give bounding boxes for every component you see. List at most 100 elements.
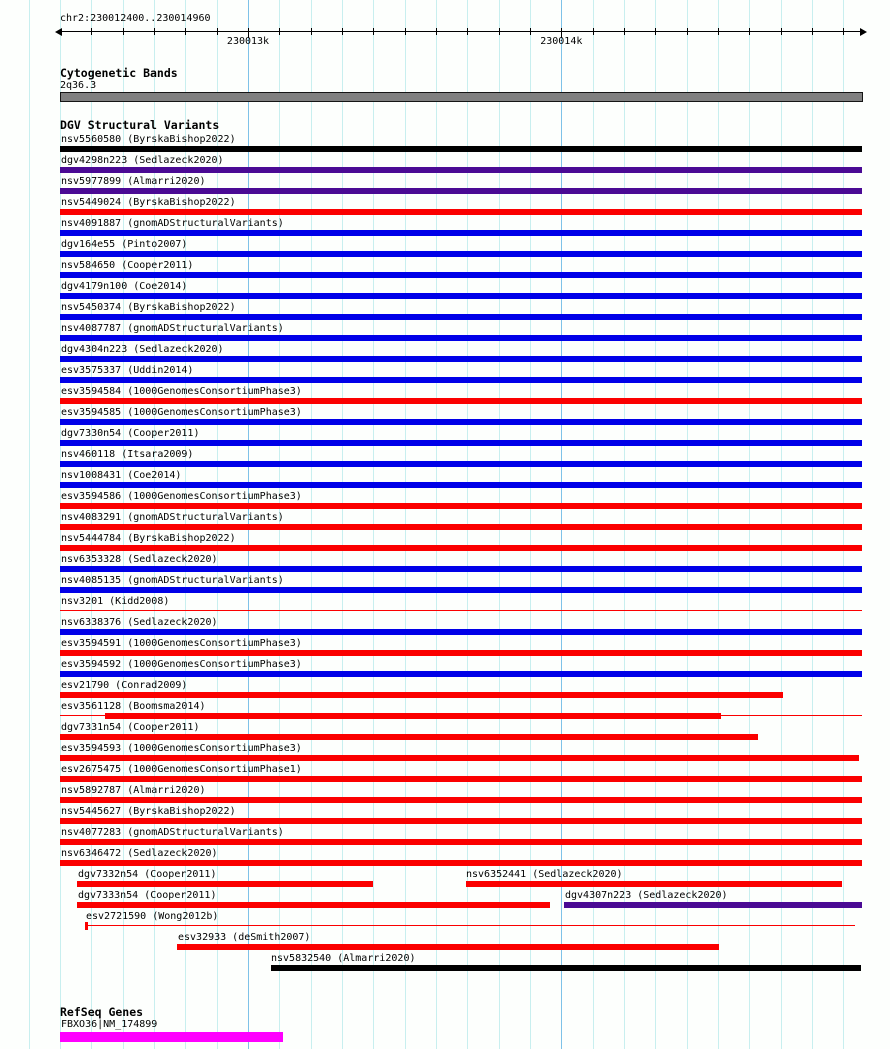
variant-bar[interactable] xyxy=(60,293,862,299)
variant-label[interactable]: esv3594585 (1000GenomesConsortiumPhase3) xyxy=(61,407,302,418)
ruler-minor-tick xyxy=(811,28,813,35)
variant-bar[interactable] xyxy=(60,545,862,551)
variant-label[interactable]: esv3594586 (1000GenomesConsortiumPhase3) xyxy=(61,491,302,502)
ruler-minor-tick xyxy=(91,28,93,35)
variant-label[interactable]: dgv4179n100 (Coe2014) xyxy=(61,281,188,292)
variant-bar[interactable] xyxy=(60,209,862,215)
variant-bar[interactable] xyxy=(60,566,862,572)
variant-bar[interactable] xyxy=(60,839,862,845)
variant-bar[interactable] xyxy=(60,715,105,716)
variant-label[interactable]: esv32933 (deSmith2007) xyxy=(178,932,311,943)
variant-bar[interactable] xyxy=(60,230,862,236)
variant-label[interactable]: dgv7331n54 (Cooper2011) xyxy=(61,722,200,733)
variant-bar[interactable] xyxy=(60,419,862,425)
variant-bar[interactable] xyxy=(60,440,862,446)
variant-label[interactable]: nsv3201 (Kidd2008) xyxy=(61,596,170,607)
variant-bar[interactable] xyxy=(85,922,88,930)
variant-label[interactable]: dgv4307n223 (Sedlazeck2020) xyxy=(565,890,728,901)
ruler-minor-tick xyxy=(717,28,719,35)
cytoband-bar[interactable] xyxy=(60,92,863,102)
variant-bar[interactable] xyxy=(88,925,855,926)
variant-label[interactable]: dgv7330n54 (Cooper2011) xyxy=(61,428,200,439)
variant-label[interactable]: nsv460118 (Itsara2009) xyxy=(61,449,194,460)
variant-label[interactable]: nsv5977899 (Almarri2020) xyxy=(61,176,206,187)
variant-bar[interactable] xyxy=(60,797,862,803)
variant-bar[interactable] xyxy=(721,715,862,716)
variant-label[interactable]: nsv5445627 (ByrskaBishop2022) xyxy=(61,806,236,817)
variant-bar[interactable] xyxy=(77,902,550,908)
gridline-minor xyxy=(28,0,30,1049)
variant-label[interactable]: nsv4083291 (gnomADStructuralVariants) xyxy=(61,512,284,523)
variant-bar[interactable] xyxy=(60,503,862,509)
variant-bar[interactable] xyxy=(60,629,862,635)
variant-bar[interactable] xyxy=(564,902,862,908)
ruler-minor-tick xyxy=(498,28,500,35)
variant-bar[interactable] xyxy=(105,713,721,719)
variant-bar[interactable] xyxy=(60,335,862,341)
variant-label[interactable]: nsv584650 (Cooper2011) xyxy=(61,260,194,271)
variant-bar[interactable] xyxy=(60,167,862,173)
ruler-minor-tick xyxy=(342,28,343,35)
ruler-minor-tick xyxy=(154,28,155,35)
variant-bar[interactable] xyxy=(271,965,861,971)
variant-bar[interactable] xyxy=(60,776,862,782)
variant-label[interactable]: nsv6338376 (Sedlazeck2020) xyxy=(61,617,218,628)
variant-label[interactable]: nsv5832540 (Almarri2020) xyxy=(271,953,416,964)
variant-label[interactable]: nsv5444784 (ByrskaBishop2022) xyxy=(61,533,236,544)
variant-label[interactable]: esv3561128 (Boomsma2014) xyxy=(61,701,206,712)
variant-bar[interactable] xyxy=(60,610,862,611)
variant-bar[interactable] xyxy=(60,734,758,740)
variant-label[interactable]: esv3594592 (1000GenomesConsortiumPhase3) xyxy=(61,659,302,670)
variant-bar[interactable] xyxy=(77,881,373,887)
variant-label[interactable]: esv2675475 (1000GenomesConsortiumPhase1) xyxy=(61,764,302,775)
variant-bar[interactable] xyxy=(60,860,862,866)
gene-label[interactable]: FBXO36|NM_174899 xyxy=(61,1019,158,1030)
variant-bar[interactable] xyxy=(60,188,862,194)
variant-label[interactable]: esv3575337 (Uddin2014) xyxy=(61,365,194,376)
variant-bar[interactable] xyxy=(177,944,719,950)
variant-bar[interactable] xyxy=(60,524,862,530)
ruler-minor-tick xyxy=(279,28,281,35)
variant-bar[interactable] xyxy=(60,314,862,320)
variant-bar[interactable] xyxy=(60,692,783,698)
variant-label[interactable]: nsv4087787 (gnomADStructuralVariants) xyxy=(61,323,284,334)
variant-label[interactable]: nsv5892787 (Almarri2020) xyxy=(61,785,206,796)
variant-bar[interactable] xyxy=(60,461,862,467)
variant-bar[interactable] xyxy=(60,587,862,593)
variant-bar[interactable] xyxy=(60,818,862,824)
variant-label[interactable]: nsv4085135 (gnomADStructuralVariants) xyxy=(61,575,284,586)
variant-label[interactable]: esv2721590 (Wong2012b) xyxy=(86,911,219,922)
variant-label[interactable]: dgv4304n223 (Sedlazeck2020) xyxy=(61,344,224,355)
variant-label[interactable]: esv3594593 (1000GenomesConsortiumPhase3) xyxy=(61,743,302,754)
variant-bar[interactable] xyxy=(60,356,862,362)
variant-bar[interactable] xyxy=(60,650,862,656)
variant-bar[interactable] xyxy=(60,482,862,488)
variant-bar[interactable] xyxy=(60,377,862,383)
variant-bar[interactable] xyxy=(60,755,859,761)
variant-bar[interactable] xyxy=(60,251,862,257)
variant-label[interactable]: nsv4077283 (gnomADStructuralVariants) xyxy=(61,827,284,838)
variant-label[interactable]: dgv7333n54 (Cooper2011) xyxy=(78,890,217,901)
variant-label[interactable]: esv3594591 (1000GenomesConsortiumPhase3) xyxy=(61,638,302,649)
variant-label[interactable]: nsv4091887 (gnomADStructuralVariants) xyxy=(61,218,284,229)
variant-label[interactable]: dgv164e55 (Pinto2007) xyxy=(61,239,188,250)
variant-label[interactable]: nsv1008431 (Coe2014) xyxy=(61,470,182,481)
variant-label[interactable]: nsv5560580 (ByrskaBishop2022) xyxy=(61,134,236,145)
variant-bar[interactable] xyxy=(60,671,862,677)
variant-label[interactable]: esv3594584 (1000GenomesConsortiumPhase3) xyxy=(61,386,302,397)
variant-bar[interactable] xyxy=(60,146,862,152)
variant-bar[interactable] xyxy=(60,272,862,278)
variant-label[interactable]: nsv5450374 (ByrskaBishop2022) xyxy=(61,302,236,313)
variant-label[interactable]: nsv6346472 (Sedlazeck2020) xyxy=(61,848,218,859)
variant-label[interactable]: esv21790 (Conrad2009) xyxy=(61,680,188,691)
variant-bar[interactable] xyxy=(60,398,862,404)
variant-label[interactable]: nsv6353328 (Sedlazeck2020) xyxy=(61,554,218,565)
variant-label[interactable]: nsv6352441 (Sedlazeck2020) xyxy=(466,869,623,880)
variant-bar[interactable] xyxy=(466,881,842,887)
variant-label[interactable]: dgv4298n223 (Sedlazeck2020) xyxy=(61,155,224,166)
ruler-minor-tick xyxy=(780,28,782,35)
variant-label[interactable]: nsv5449024 (ByrskaBishop2022) xyxy=(61,197,236,208)
gene-bar[interactable] xyxy=(60,1032,283,1042)
variant-label[interactable]: dgv7332n54 (Cooper2011) xyxy=(78,869,217,880)
ruler-minor-tick xyxy=(592,28,594,35)
